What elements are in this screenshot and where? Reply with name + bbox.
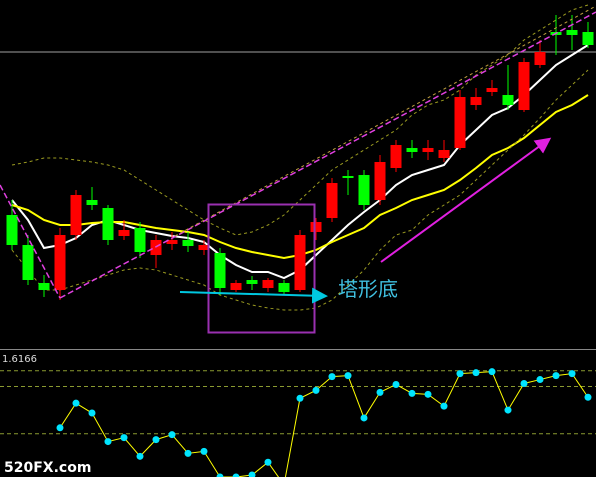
indicator-point	[232, 473, 240, 477]
candle-body	[134, 228, 146, 252]
band-line	[11, 4, 589, 236]
candle-body	[374, 162, 386, 200]
indicator-point	[360, 414, 368, 422]
indicator-point	[56, 424, 64, 432]
indicator-point	[88, 409, 96, 417]
arrow	[380, 137, 552, 263]
candle-body	[470, 97, 482, 105]
candle-body	[262, 280, 274, 288]
indicator-point	[168, 431, 176, 439]
candle-body	[422, 148, 434, 152]
indicator-point	[408, 389, 416, 397]
candle-body	[326, 183, 338, 218]
candle-body	[390, 145, 402, 168]
candle-body	[406, 148, 418, 152]
indicator-point	[120, 434, 128, 442]
candle-body	[38, 283, 50, 290]
trend-line	[59, 11, 596, 299]
candle-body	[294, 235, 306, 290]
candle-body	[486, 88, 498, 92]
indicator-point	[424, 390, 432, 398]
indicator-point	[520, 379, 528, 387]
scale-label: 1.6166	[2, 354, 37, 365]
trend-line	[0, 184, 61, 299]
indicator-point	[392, 380, 400, 388]
candle-body	[166, 240, 178, 244]
candle-body	[502, 95, 514, 105]
indicator-point	[296, 394, 304, 402]
candle-body	[246, 280, 258, 284]
candle-body	[214, 253, 226, 288]
candle-body	[438, 150, 450, 158]
trend-line	[174, 5, 596, 237]
candle-body	[278, 283, 290, 292]
candle-body	[6, 215, 18, 245]
highlight-box	[207, 203, 316, 334]
candle-body	[198, 245, 210, 250]
indicator-point	[264, 458, 272, 466]
indicator-point	[312, 386, 320, 394]
indicator-point	[216, 473, 224, 477]
indicator-point	[488, 368, 496, 376]
candle-body	[230, 283, 242, 290]
indicator-point	[344, 372, 352, 380]
main-panel	[0, 4, 596, 311]
candle-body	[310, 222, 322, 232]
indicator-point	[152, 436, 160, 444]
candle-body	[70, 195, 82, 235]
annotation: 塔形底	[338, 277, 398, 301]
indicator-panel	[0, 368, 596, 477]
indicator-point	[536, 376, 544, 384]
candle-body	[342, 176, 354, 178]
indicator-point	[568, 370, 576, 378]
candle-body	[518, 62, 530, 110]
candle-body	[102, 208, 114, 240]
indicator-point	[504, 406, 512, 414]
candle-body	[358, 175, 370, 205]
indicator-point	[136, 452, 144, 460]
arrow	[179, 287, 328, 304]
candle-body	[454, 97, 466, 148]
candle-body	[534, 52, 546, 65]
indicator-point	[104, 438, 112, 446]
candle-body	[182, 240, 194, 246]
indicator-point	[440, 402, 448, 410]
indicator-point	[376, 388, 384, 396]
candle-body	[118, 230, 130, 236]
indicator-point	[248, 471, 256, 477]
indicator-point	[328, 373, 336, 381]
indicator-point	[472, 369, 480, 377]
indicator-point	[184, 449, 192, 457]
candle-body	[86, 200, 98, 205]
candle-body	[582, 32, 594, 45]
indicator-point	[584, 393, 592, 401]
indicator-point	[456, 370, 464, 378]
indicator-line	[59, 371, 589, 477]
candle-body	[54, 235, 66, 290]
indicator-point	[552, 372, 560, 380]
candle-body	[22, 245, 34, 280]
watermark: 520FX.com	[4, 460, 91, 476]
indicator-point	[72, 399, 80, 407]
indicator-point	[200, 447, 208, 455]
candle-body	[566, 30, 578, 35]
